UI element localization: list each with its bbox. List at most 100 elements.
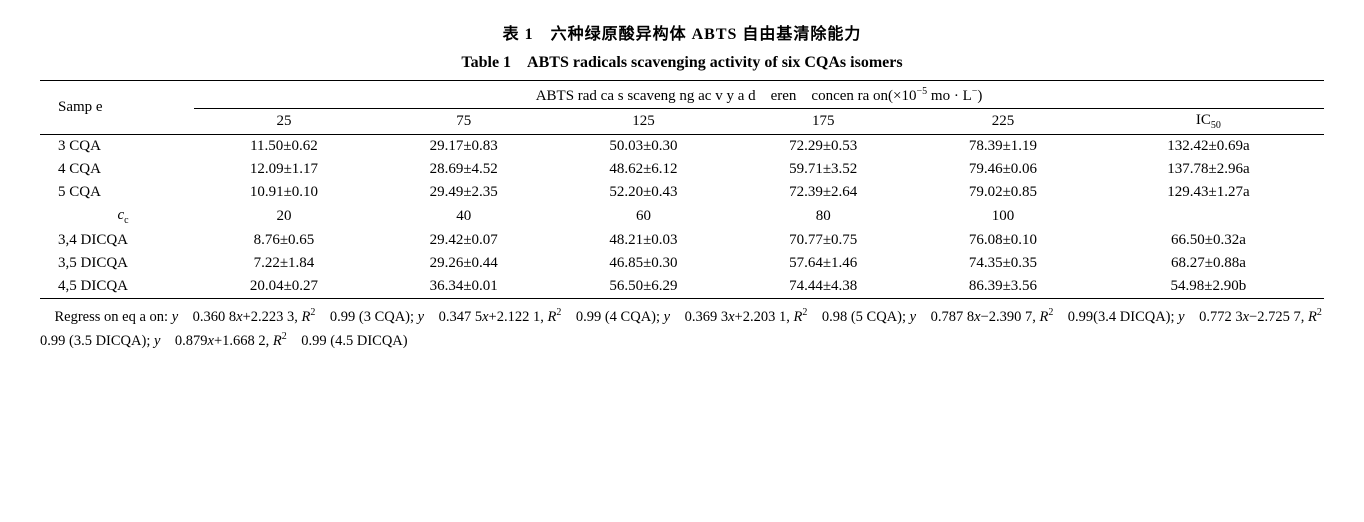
italic-var: R [1039, 309, 1048, 325]
superscript: 2 [556, 307, 561, 318]
data-cell: 12.09±1.17 [194, 158, 374, 181]
data-cell: 20 [194, 204, 374, 229]
data-cell: 7.22±1.84 [194, 252, 374, 275]
italic-var: R [273, 333, 282, 349]
italic-var: y [418, 309, 424, 325]
data-cell: 79.46±0.06 [913, 158, 1093, 181]
data-cell: 28.69±4.52 [374, 158, 554, 181]
italic-var: x [728, 309, 734, 325]
data-cell: 74.35±0.35 [913, 252, 1093, 275]
spanner-prefix: ABTS rad ca s scaveng ng ac v y a d eren… [536, 88, 917, 104]
table-row: 3 CQA11.50±0.6229.17±0.8350.03±0.3072.29… [40, 135, 1324, 159]
ic50-sub: 50 [1211, 120, 1221, 131]
col-header: 75 [374, 109, 554, 135]
data-cell: 48.21±0.03 [554, 229, 734, 252]
data-cell: 40 [374, 204, 554, 229]
table-row: 3,5 DICQA7.22±1.8429.26±0.4446.85±0.3057… [40, 252, 1324, 275]
table-row: 4,5 DICQA20.04±0.2736.34±0.0156.50±6.297… [40, 275, 1324, 299]
italic-var: y [1178, 309, 1184, 325]
italic-var: y [910, 309, 916, 325]
italic-var: y [154, 333, 160, 349]
data-cell: 48.62±6.12 [554, 158, 734, 181]
italic-var: x [208, 333, 214, 349]
data-cell: 46.85±0.30 [554, 252, 734, 275]
table-row: 4 CQA12.09±1.1728.69±4.5248.62±6.1259.71… [40, 158, 1324, 181]
title-english: Table 1 ABTS radicals scavenging activit… [40, 48, 1324, 72]
data-cell: 36.34±0.01 [374, 275, 554, 299]
title-chinese: 表 1 六种绿原酸异构体 ABTS 自由基清除能力 [40, 20, 1324, 44]
sample-cell: cc [40, 204, 194, 229]
table-row: cc20406080100 [40, 204, 1324, 229]
data-cell: 10.91±0.10 [194, 181, 374, 204]
italic-var: R [1308, 309, 1317, 325]
superscript: 2 [1317, 307, 1322, 318]
data-cell: 29.17±0.83 [374, 135, 554, 159]
superscript: 2 [282, 331, 287, 342]
col-header: 25 [194, 109, 374, 135]
data-cell: 59.71±3.52 [733, 158, 913, 181]
data-cell: 52.20±0.43 [554, 181, 734, 204]
table-body: 3 CQA11.50±0.6229.17±0.8350.03±0.3072.29… [40, 135, 1324, 299]
spanner-suffix: mo · L [927, 88, 972, 104]
regression-footnote: Regress on eq a on: y 0.360 8x+2.223 3, … [40, 305, 1324, 353]
italic-var: x [236, 309, 242, 325]
data-cell: 54.98±2.90b [1093, 275, 1324, 299]
data-cell: 76.08±0.10 [913, 229, 1093, 252]
table-row: 5 CQA10.91±0.1029.49±2.3552.20±0.4372.39… [40, 181, 1324, 204]
data-cell: 137.78±2.96a [1093, 158, 1324, 181]
data-cell: 132.42±0.69a [1093, 135, 1324, 159]
sample-cell: 3 CQA [40, 135, 194, 159]
table-head: Samp e ABTS rad ca s scaveng ng ac v y a… [40, 81, 1324, 135]
col-header-ic50: IC50 [1093, 109, 1324, 135]
superscript: 2 [310, 307, 315, 318]
table-titles: 表 1 六种绿原酸异构体 ABTS 自由基清除能力 Table 1 ABTS r… [40, 20, 1324, 72]
data-cell: 20.04±0.27 [194, 275, 374, 299]
sample-cell: 4 CQA [40, 158, 194, 181]
spanner-tail: ) [977, 88, 982, 104]
data-cell: 68.27±0.88a [1093, 252, 1324, 275]
ic50-pre: IC [1196, 112, 1211, 128]
data-cell: 8.76±0.65 [194, 229, 374, 252]
spanner-exp: −5 [917, 86, 928, 97]
data-table: Samp e ABTS rad ca s scaveng ng ac v y a… [40, 80, 1324, 299]
data-cell: 56.50±6.29 [554, 275, 734, 299]
data-cell: 60 [554, 204, 734, 229]
data-cell: 100 [913, 204, 1093, 229]
data-cell [1093, 204, 1324, 229]
sample-cell: 5 CQA [40, 181, 194, 204]
italic-var: x [482, 309, 488, 325]
data-cell: 50.03±0.30 [554, 135, 734, 159]
data-cell: 86.39±3.56 [913, 275, 1093, 299]
data-cell: 78.39±1.19 [913, 135, 1093, 159]
col-header: 175 [733, 109, 913, 135]
col-header: 125 [554, 109, 734, 135]
data-cell: 11.50±0.62 [194, 135, 374, 159]
col-header: 225 [913, 109, 1093, 135]
data-cell: 57.64±1.46 [733, 252, 913, 275]
data-cell: 72.29±0.53 [733, 135, 913, 159]
table-row: 3,4 DICQA8.76±0.6529.42±0.0748.21±0.0370… [40, 229, 1324, 252]
data-cell: 72.39±2.64 [733, 181, 913, 204]
data-cell: 70.77±0.75 [733, 229, 913, 252]
data-cell: 29.42±0.07 [374, 229, 554, 252]
sample-cell: 3,4 DICQA [40, 229, 194, 252]
italic-var: R [793, 309, 802, 325]
superscript: 2 [1048, 307, 1053, 318]
italic-var: y [172, 309, 178, 325]
data-cell: 74.44±4.38 [733, 275, 913, 299]
superscript: 2 [802, 307, 807, 318]
italic-var: y [664, 309, 670, 325]
italic-var: x [974, 309, 980, 325]
italic-var: R [547, 309, 556, 325]
data-cell: 80 [733, 204, 913, 229]
sample-cell: 4,5 DICQA [40, 275, 194, 299]
data-cell: 129.43±1.27a [1093, 181, 1324, 204]
italic-var: x [1243, 309, 1249, 325]
data-cell: 66.50±0.32a [1093, 229, 1324, 252]
data-cell: 29.26±0.44 [374, 252, 554, 275]
sample-cell: 3,5 DICQA [40, 252, 194, 275]
data-cell: 29.49±2.35 [374, 181, 554, 204]
header-spanner: ABTS rad ca s scaveng ng ac v y a d eren… [194, 81, 1324, 109]
data-cell: 79.02±0.85 [913, 181, 1093, 204]
header-sample: Samp e [40, 81, 194, 135]
